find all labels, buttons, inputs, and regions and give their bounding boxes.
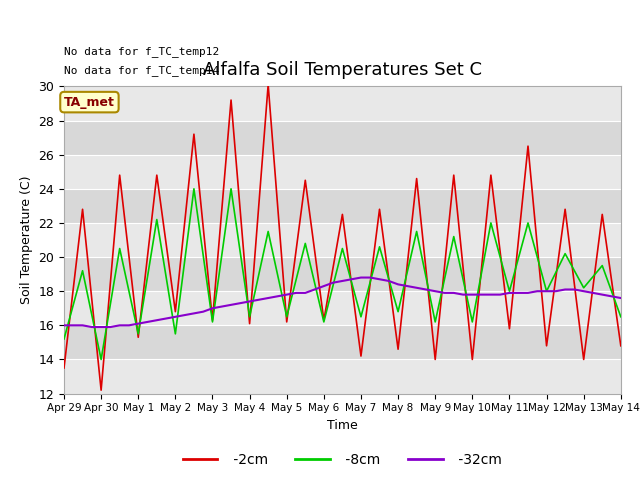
- Bar: [64, 155, 621, 189]
- Text: TA_met: TA_met: [64, 96, 115, 108]
- Bar: [64, 86, 621, 120]
- Bar: [64, 360, 621, 394]
- Text: No data for f_TC_temp12: No data for f_TC_temp12: [64, 47, 220, 58]
- Legend:  -2cm,  -8cm,  -32cm: -2cm, -8cm, -32cm: [177, 447, 508, 473]
- Bar: [64, 257, 621, 291]
- Bar: [64, 223, 621, 257]
- X-axis label: Time: Time: [327, 419, 358, 432]
- Bar: [64, 291, 621, 325]
- Bar: [64, 120, 621, 155]
- Y-axis label: Soil Temperature (C): Soil Temperature (C): [20, 176, 33, 304]
- Bar: [64, 189, 621, 223]
- Bar: [64, 325, 621, 360]
- Title: Alfalfa Soil Temperatures Set C: Alfalfa Soil Temperatures Set C: [203, 61, 482, 79]
- Text: No data for f_TC_temp14: No data for f_TC_temp14: [64, 65, 220, 76]
